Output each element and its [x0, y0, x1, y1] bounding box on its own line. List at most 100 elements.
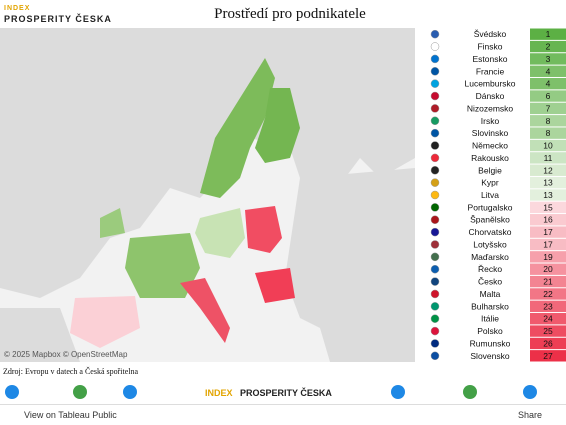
rank-cell: [530, 53, 566, 65]
flag: [430, 54, 440, 64]
flag: [430, 314, 440, 323]
rank-value: 8: [546, 116, 551, 126]
rank-cell: [530, 350, 566, 362]
france: [125, 233, 200, 298]
rank-cell: [530, 40, 566, 53]
rank-cell: [530, 288, 566, 300]
rank-cell: [530, 337, 566, 350]
rank-value: 24: [543, 314, 553, 324]
country-name: Švédsko: [474, 29, 507, 39]
flag: [430, 29, 440, 39]
rank-value: 6: [546, 91, 551, 101]
country-name: Bulharsko: [471, 301, 509, 311]
flag: [430, 153, 440, 163]
flag: [430, 104, 440, 113]
rank-cell: [530, 65, 566, 77]
ireland: [100, 208, 125, 238]
flag: [430, 302, 440, 311]
romania: [255, 268, 295, 303]
rank-value: 8: [546, 128, 551, 138]
sweden: [200, 58, 275, 198]
view-link[interactable]: View on Tableau Public: [24, 410, 117, 420]
rank-cell: [530, 189, 566, 201]
rank-cell: [530, 300, 566, 313]
land: [0, 308, 80, 362]
rank-value: 27: [543, 351, 553, 361]
country-name: Maďarsko: [471, 252, 509, 262]
rank-cell: [530, 152, 566, 164]
rank-value: 23: [543, 301, 553, 311]
flag: [430, 166, 440, 175]
poland: [245, 206, 282, 253]
rank-value: 1: [546, 29, 551, 39]
country-name: Řecko: [478, 264, 502, 274]
country-name: Francie: [476, 66, 505, 76]
banner-prosperity: PROSPERITY ČESKA: [240, 387, 332, 398]
source: Zdroj: Evropu v datech a Česká spořiteln…: [3, 367, 139, 376]
flag: [430, 141, 440, 150]
rank-value: 20: [543, 264, 553, 274]
rank-cell: [530, 214, 566, 226]
rank-cell: [530, 164, 566, 176]
logo-bottom: PROSPERITY ČESKA: [4, 14, 112, 24]
rank-value: 21: [543, 277, 553, 287]
country-name: Itálie: [481, 314, 499, 324]
country-name: Španělsko: [470, 215, 510, 225]
country-name: Estonsko: [473, 54, 508, 64]
flag: [430, 326, 440, 336]
country-name: Slovinsko: [472, 128, 509, 138]
flag: [430, 67, 440, 76]
map: [0, 28, 415, 362]
rank-value: 3: [546, 54, 551, 64]
rank-cell: [530, 275, 566, 288]
banner-icon: [123, 385, 137, 399]
rank-value: 13: [543, 178, 553, 188]
country-name: Lucembursko: [464, 79, 515, 89]
flag: [430, 203, 440, 212]
flag: [430, 289, 440, 299]
rank-value: 2: [546, 42, 551, 52]
rank-cell: [530, 325, 566, 337]
rank-value: 10: [543, 141, 553, 151]
finland: [255, 88, 300, 163]
rank-cell: [530, 115, 566, 127]
rank-value: 7: [546, 103, 551, 113]
rank-cell: [530, 127, 566, 139]
country-name: Kypr: [481, 178, 499, 188]
flag: [430, 252, 440, 262]
rank-cell: [530, 251, 566, 263]
country-name: Česko: [478, 277, 502, 287]
rank-cell: [530, 313, 566, 325]
rank-value: 12: [543, 165, 553, 175]
flag: [430, 128, 440, 138]
flag: [430, 116, 440, 126]
country-name: Irsko: [481, 116, 500, 126]
country-name: Německo: [472, 141, 508, 151]
banner-index: INDEX: [205, 388, 233, 398]
rank-cell: [530, 28, 566, 40]
rank-cell: [530, 139, 566, 152]
share-button[interactable]: Share: [518, 410, 543, 420]
banner-icon: [73, 385, 87, 399]
country-name: Litva: [481, 190, 499, 200]
banner: INDEX PROSPERITY ČESKA: [5, 385, 537, 399]
flag: [430, 351, 440, 361]
flag: [430, 339, 440, 348]
rank-value: 19: [543, 252, 553, 262]
toolbar: View on Tableau Public Share: [0, 404, 566, 425]
country-name: Rumunsko: [470, 338, 511, 348]
land: [285, 168, 415, 362]
country-name: Portugalsko: [468, 202, 513, 212]
flag: [430, 190, 440, 200]
flag: [430, 240, 440, 249]
flag: [430, 79, 440, 88]
rank-value: 22: [543, 289, 553, 299]
rank-value: 15: [543, 202, 553, 212]
flag: [430, 42, 440, 51]
country-name: Dánsko: [476, 91, 505, 101]
banner-icon: [391, 385, 405, 399]
country-name: Malta: [480, 289, 501, 299]
flag: [430, 277, 440, 286]
italy: [180, 278, 230, 343]
